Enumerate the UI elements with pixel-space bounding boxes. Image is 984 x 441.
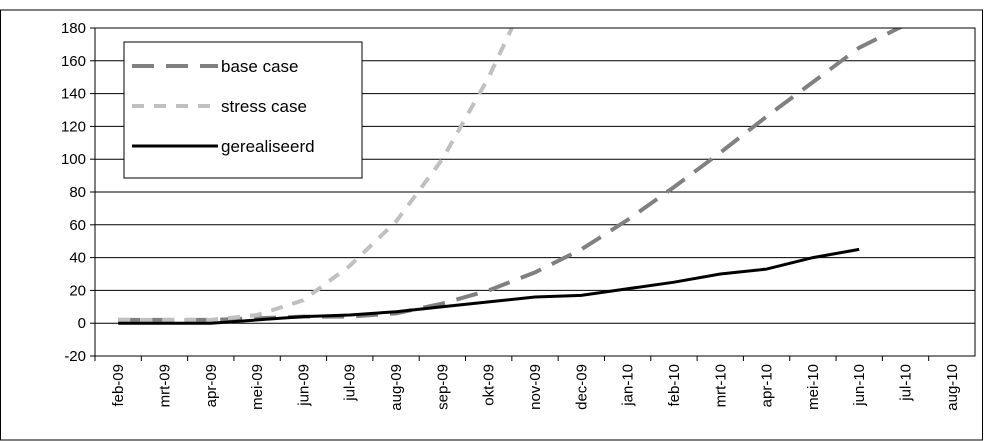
legend-label: gerealiseerd [221,137,315,156]
x-tick-label: apr-10 [759,364,776,407]
y-tick-label: -20 [64,348,86,365]
y-tick-label: 160 [61,53,86,70]
y-tick-label: 140 [61,86,86,103]
legend-box [123,41,363,179]
x-tick-label: apr-09 [203,364,220,407]
y-tick-label: 60 [69,217,86,234]
x-tick-label: jul-09 [342,364,359,402]
x-tick-label: mrt-09 [156,364,173,407]
y-tick-label: 80 [69,184,86,201]
x-tick-label: mrt-10 [712,364,729,407]
data-line [118,247,860,325]
x-tick-label: sep-09 [434,364,451,410]
y-tick-label: 180 [61,20,86,37]
x-tick-label: dec-09 [573,364,590,410]
x-tick-label: mei-10 [805,364,822,410]
y-tick-label: 100 [61,151,86,168]
x-tick-label: mei-09 [249,364,266,410]
y-tick-label: 120 [61,118,86,135]
y-tick-label: 20 [69,282,86,299]
x-tick-label: jan-10 [620,364,637,407]
x-tick-label: aug-09 [388,364,405,411]
y-tick-label: 0 [78,315,86,332]
x-tick-label: okt-09 [481,364,498,406]
x-tick-label: jun-09 [295,364,312,407]
legend-label: base case [221,57,299,76]
legend-label: stress case [221,97,307,116]
x-tick-label: feb-10 [666,364,683,407]
y-tick-label: 40 [69,250,86,267]
data-line [118,28,515,322]
x-tick-label: jun-10 [851,364,868,407]
x-tick-label: jul-10 [898,364,915,402]
frame [0,9,983,441]
x-tick-label: feb-09 [110,364,127,407]
x-tick-label: nov-09 [527,364,544,410]
plot-border [94,27,976,357]
x-tick-label: aug-10 [944,364,961,411]
